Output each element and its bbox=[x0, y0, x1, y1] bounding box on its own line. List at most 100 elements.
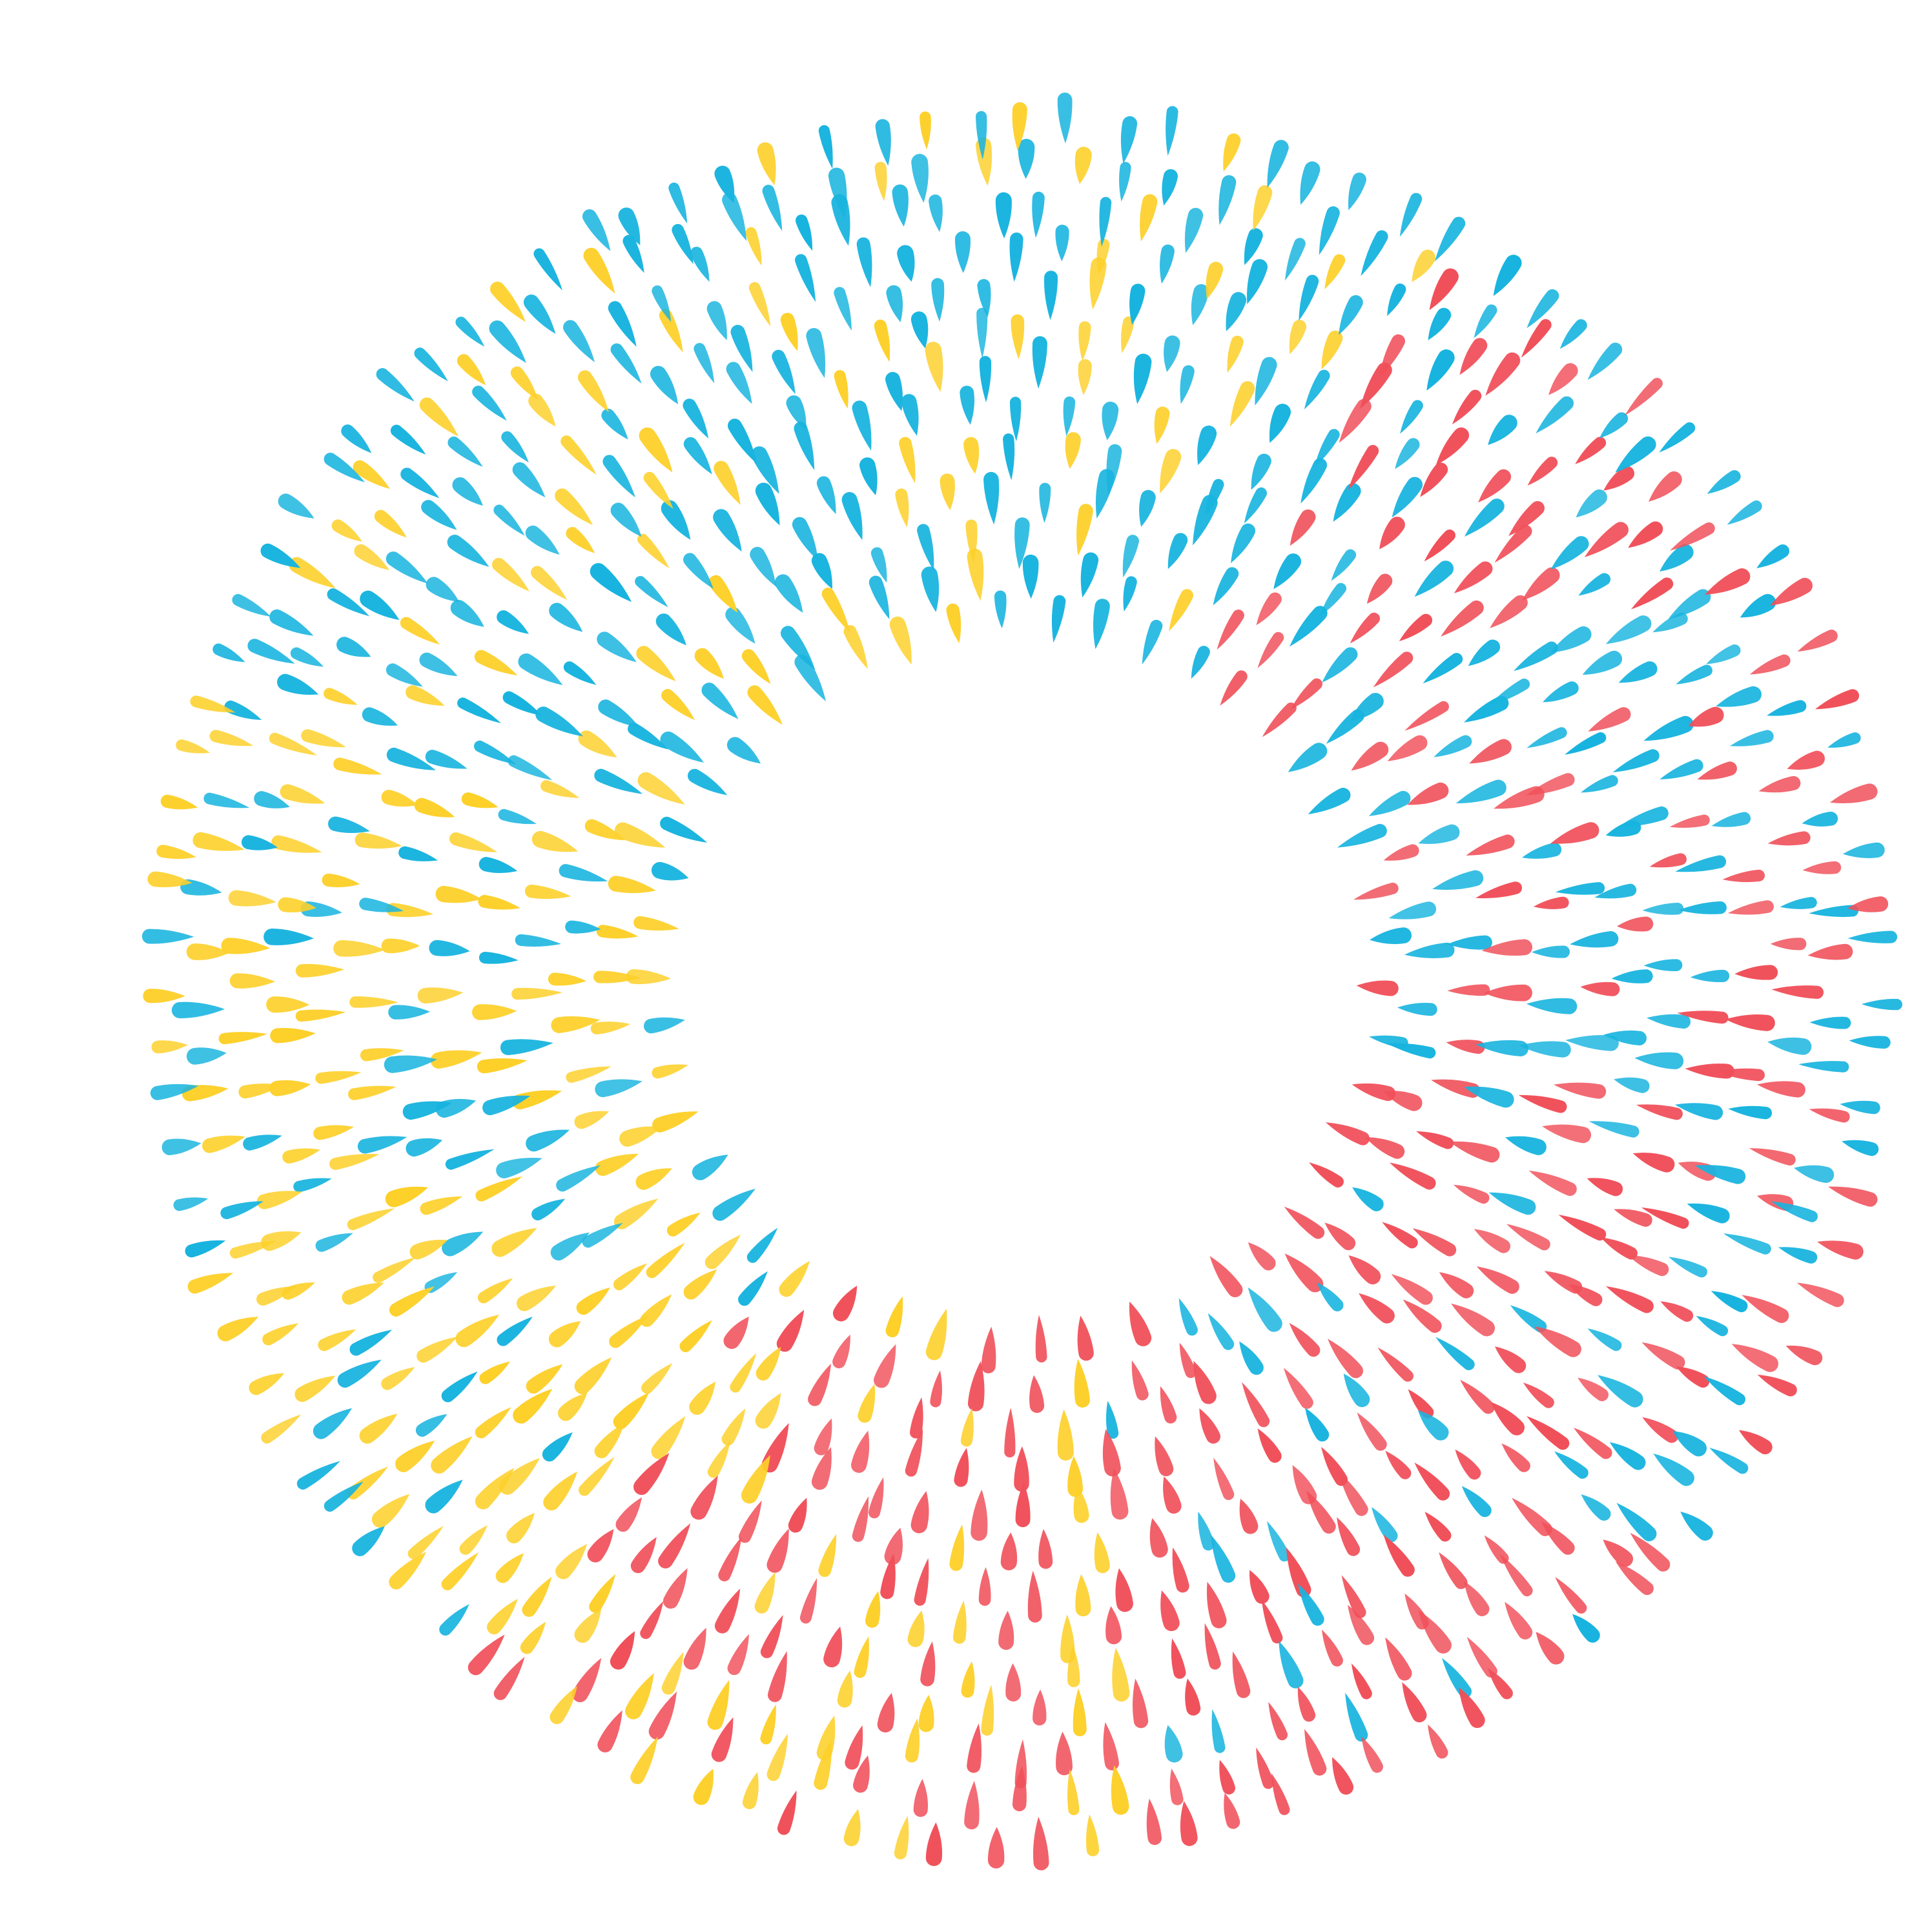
brush-stroke bbox=[472, 1004, 517, 1020]
brush-stroke bbox=[1074, 147, 1092, 185]
brush-stroke bbox=[854, 1636, 869, 1678]
brush-stroke bbox=[1324, 1222, 1356, 1251]
brush-stroke bbox=[1749, 1148, 1796, 1166]
brush-stroke bbox=[1395, 438, 1420, 469]
brush-stroke bbox=[1297, 1687, 1316, 1722]
brush-stroke bbox=[1284, 1206, 1325, 1239]
brush-stroke bbox=[672, 223, 694, 264]
brush-stroke bbox=[622, 234, 644, 273]
brush-stroke bbox=[1197, 426, 1217, 466]
brush-stroke bbox=[550, 1685, 578, 1725]
brush-stroke bbox=[1184, 207, 1204, 253]
brush-stroke bbox=[747, 685, 783, 725]
brush-stroke bbox=[1324, 254, 1346, 289]
brush-stroke bbox=[965, 519, 978, 563]
brush-stroke bbox=[556, 1165, 601, 1192]
brush-stroke bbox=[1580, 981, 1620, 996]
brush-stroke bbox=[738, 1271, 768, 1306]
brush-stroke bbox=[1514, 641, 1558, 672]
brush-stroke bbox=[777, 1790, 797, 1835]
brush-stroke bbox=[385, 663, 423, 687]
brush-stroke bbox=[609, 1315, 649, 1348]
brush-stroke bbox=[1416, 1131, 1454, 1149]
brush-stroke bbox=[1180, 365, 1195, 404]
brush-stroke bbox=[1242, 1382, 1270, 1428]
brush-stroke bbox=[1794, 1165, 1834, 1183]
brush-stroke bbox=[419, 652, 458, 677]
brush-stroke bbox=[1605, 1286, 1654, 1313]
brush-stroke bbox=[1086, 1814, 1100, 1856]
brush-stroke bbox=[628, 723, 668, 750]
brush-stroke bbox=[1057, 92, 1073, 144]
brush-stroke bbox=[1499, 1554, 1533, 1597]
brush-stroke bbox=[1678, 901, 1727, 914]
brush-stroke bbox=[594, 768, 643, 794]
brush-stroke bbox=[373, 1257, 416, 1283]
brush-stroke bbox=[576, 1287, 611, 1315]
brush-stroke bbox=[683, 437, 712, 475]
brush-stroke bbox=[582, 1222, 623, 1248]
brush-stroke bbox=[1653, 1454, 1694, 1486]
brush-stroke bbox=[1204, 1623, 1221, 1670]
brush-stroke bbox=[1166, 106, 1178, 156]
brush-stroke bbox=[1056, 1731, 1073, 1776]
brush-stroke bbox=[1337, 824, 1387, 848]
brush-stroke bbox=[1512, 1497, 1552, 1537]
brush-stroke bbox=[1526, 998, 1577, 1014]
brush-stroke bbox=[602, 455, 635, 498]
brush-stroke bbox=[796, 214, 813, 251]
brush-stroke bbox=[525, 525, 560, 555]
brush-stroke bbox=[1550, 536, 1589, 570]
brush-stroke bbox=[1239, 1341, 1264, 1375]
brush-stroke bbox=[439, 1604, 469, 1636]
brush-stroke bbox=[929, 194, 943, 232]
brush-stroke bbox=[1211, 1534, 1236, 1583]
brush-stroke bbox=[479, 1361, 511, 1384]
brush-stroke bbox=[995, 192, 1012, 239]
brush-stroke bbox=[322, 874, 360, 888]
brush-stroke bbox=[1809, 905, 1858, 918]
brush-stroke bbox=[1603, 1030, 1647, 1045]
brush-stroke bbox=[660, 816, 708, 843]
brush-stroke bbox=[1778, 1247, 1818, 1264]
brush-stroke bbox=[315, 1233, 353, 1252]
brush-stroke bbox=[1481, 939, 1533, 956]
brush-stroke bbox=[278, 897, 317, 913]
brush-stroke bbox=[459, 1525, 488, 1555]
brush-stroke bbox=[390, 424, 426, 455]
brush-stroke bbox=[1067, 1645, 1080, 1687]
brush-stroke bbox=[1464, 498, 1505, 537]
brush-stroke bbox=[1616, 1503, 1657, 1541]
brush-stroke bbox=[1484, 984, 1532, 1002]
brush-stroke bbox=[256, 1286, 297, 1306]
brush-stroke bbox=[1093, 599, 1110, 650]
brush-stroke bbox=[261, 1414, 302, 1444]
brush-stroke bbox=[1802, 861, 1842, 874]
brush-stroke bbox=[832, 1334, 850, 1368]
brush-stroke bbox=[1861, 998, 1903, 1011]
brush-stroke bbox=[295, 963, 345, 978]
brush-stroke bbox=[1032, 336, 1047, 389]
brush-stroke bbox=[1802, 812, 1838, 827]
brush-stroke bbox=[1267, 139, 1289, 188]
brush-stroke bbox=[1522, 567, 1560, 601]
brush-stroke bbox=[180, 879, 222, 896]
brush-stroke bbox=[1256, 1747, 1274, 1789]
brush-stroke bbox=[202, 1135, 245, 1153]
brush-stroke bbox=[362, 707, 398, 726]
brush-stroke bbox=[780, 313, 798, 351]
brush-stroke bbox=[646, 1242, 685, 1279]
brush-stroke bbox=[1257, 632, 1284, 668]
brush-stroke bbox=[1206, 262, 1224, 300]
brush-stroke bbox=[1350, 693, 1384, 722]
brush-stroke bbox=[964, 1780, 980, 1830]
brush-stroke bbox=[1110, 1468, 1129, 1520]
brush-stroke bbox=[806, 328, 826, 378]
brush-stroke bbox=[772, 349, 796, 395]
brush-stroke bbox=[1286, 1547, 1311, 1598]
brush-stroke bbox=[1331, 549, 1357, 581]
brush-stroke bbox=[774, 574, 803, 613]
brush-stroke bbox=[1185, 1678, 1201, 1716]
brush-stroke bbox=[349, 1330, 393, 1356]
